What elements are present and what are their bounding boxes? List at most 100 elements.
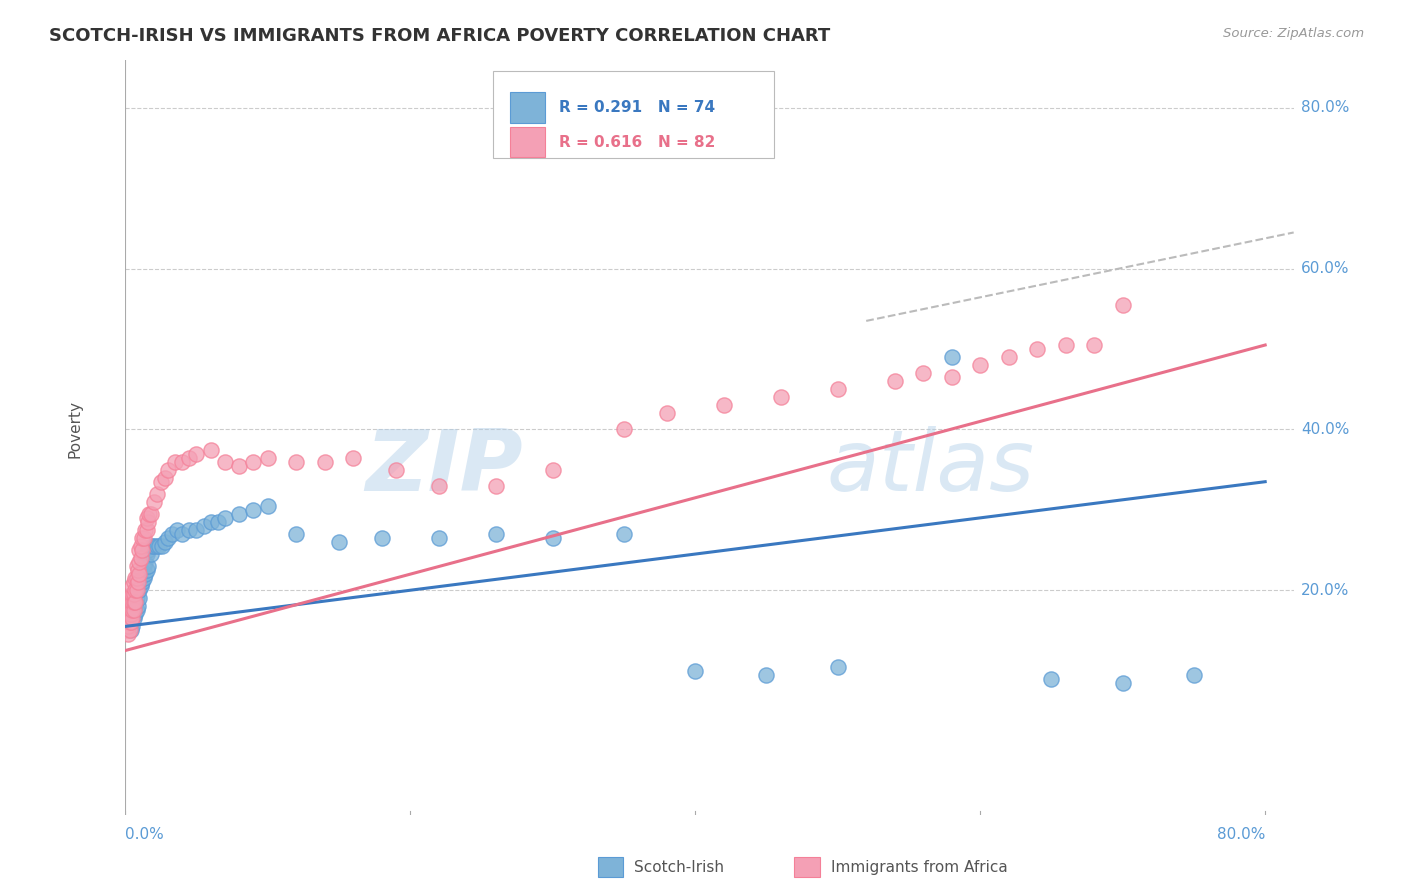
Point <box>713 398 735 412</box>
Point <box>135 523 157 537</box>
Point <box>115 624 138 638</box>
Point <box>120 607 142 622</box>
Point <box>541 531 564 545</box>
Point <box>142 539 165 553</box>
Point <box>121 595 143 609</box>
Point <box>172 454 194 468</box>
Point <box>179 523 201 537</box>
Text: 80.0%: 80.0% <box>1301 100 1350 115</box>
Point <box>117 619 139 633</box>
Text: SCOTCH-IRISH VS IMMIGRANTS FROM AFRICA POVERTY CORRELATION CHART: SCOTCH-IRISH VS IMMIGRANTS FROM AFRICA P… <box>49 27 831 45</box>
Point <box>129 539 152 553</box>
Point <box>150 539 173 553</box>
Point <box>121 595 143 609</box>
Point <box>121 603 143 617</box>
Point <box>115 615 138 630</box>
Point <box>118 607 141 622</box>
Point <box>941 350 963 364</box>
Text: atlas: atlas <box>827 426 1035 509</box>
Point <box>136 543 159 558</box>
Point <box>162 527 184 541</box>
Text: Source: ZipAtlas.com: Source: ZipAtlas.com <box>1223 27 1364 40</box>
Point <box>342 450 364 465</box>
Point <box>145 487 167 501</box>
Point <box>485 527 508 541</box>
Point <box>117 619 139 633</box>
Point <box>120 615 142 630</box>
Point <box>122 603 145 617</box>
Point <box>134 523 156 537</box>
Point <box>124 583 146 598</box>
Point <box>118 603 141 617</box>
Point <box>385 463 408 477</box>
Point <box>125 579 148 593</box>
Point <box>118 615 141 630</box>
Point <box>128 571 150 585</box>
Point <box>214 511 236 525</box>
Point <box>127 583 149 598</box>
Point <box>683 664 706 678</box>
Point <box>485 479 508 493</box>
Point <box>172 527 194 541</box>
Point <box>124 595 146 609</box>
Point <box>256 450 278 465</box>
Point <box>153 535 176 549</box>
Text: Poverty: Poverty <box>67 401 83 458</box>
Point <box>1040 672 1063 686</box>
Point <box>117 611 139 625</box>
Point <box>139 547 162 561</box>
Point <box>285 454 308 468</box>
Point <box>128 567 150 582</box>
Point <box>131 563 153 577</box>
Point <box>541 463 564 477</box>
Point <box>118 591 141 606</box>
Point <box>132 559 155 574</box>
Point <box>131 575 153 590</box>
Point <box>228 458 250 473</box>
Point <box>1182 667 1205 681</box>
Point <box>207 515 229 529</box>
Text: 60.0%: 60.0% <box>1301 261 1350 277</box>
Point <box>124 571 146 585</box>
Point <box>200 442 222 457</box>
Point <box>156 463 179 477</box>
Point <box>1111 675 1133 690</box>
Point <box>129 567 152 582</box>
Point <box>997 350 1019 364</box>
Point <box>120 615 142 630</box>
Point <box>149 475 172 489</box>
Point <box>120 607 142 622</box>
Point <box>121 603 143 617</box>
Text: Scotch-Irish: Scotch-Irish <box>634 860 724 874</box>
Point <box>166 523 188 537</box>
Point <box>256 499 278 513</box>
Point <box>1026 342 1049 356</box>
Point <box>120 599 142 614</box>
Point <box>883 374 905 388</box>
Point <box>124 587 146 601</box>
Point <box>136 515 159 529</box>
Point <box>131 543 153 558</box>
Point <box>912 366 935 380</box>
Point <box>125 559 148 574</box>
Text: Immigrants from Africa: Immigrants from Africa <box>831 860 1008 874</box>
Point <box>969 358 991 372</box>
FancyBboxPatch shape <box>509 127 544 157</box>
Point <box>156 531 179 545</box>
Point <box>200 515 222 529</box>
Point <box>122 595 145 609</box>
Point <box>186 446 208 460</box>
Text: R = 0.616   N = 82: R = 0.616 N = 82 <box>558 135 716 150</box>
Point <box>134 555 156 569</box>
FancyBboxPatch shape <box>509 93 544 122</box>
Point <box>613 527 636 541</box>
Point <box>129 551 152 566</box>
Point <box>427 479 450 493</box>
Point <box>128 591 150 606</box>
Text: 40.0%: 40.0% <box>1301 422 1350 437</box>
Point <box>148 539 170 553</box>
Point <box>129 579 152 593</box>
Point <box>139 507 162 521</box>
Point <box>128 555 150 569</box>
Point <box>427 531 450 545</box>
